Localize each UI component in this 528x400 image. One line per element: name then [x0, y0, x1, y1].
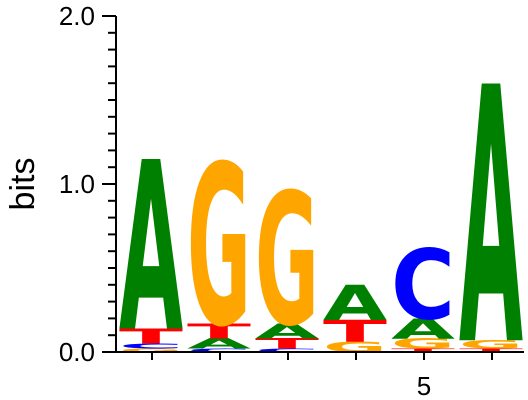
letter-C: C	[187, 348, 251, 353]
y-tick-label: 0.0	[59, 337, 95, 367]
y-tick-label: 1.0	[59, 169, 95, 199]
y-tick-label: 2.0	[59, 1, 95, 31]
letter-A: A	[459, 15, 523, 400]
letter-A: A	[323, 275, 388, 331]
letter-A: A	[255, 320, 319, 344]
letter-A: A	[391, 313, 455, 345]
letter-G: G	[255, 154, 319, 366]
letter-G: G	[459, 338, 523, 351]
letter-G: G	[119, 348, 183, 353]
letter-A: A	[187, 336, 251, 352]
letter-T: T	[323, 314, 388, 349]
letter-G: G	[187, 119, 251, 376]
letter-C: C	[391, 229, 455, 341]
axes: 0.0 1.0 2.0 5	[59, 1, 493, 400]
letter-G: G	[391, 336, 455, 352]
letter-T: T	[119, 325, 183, 349]
letter-C: C	[119, 342, 183, 350]
y-axis-label: bits	[4, 158, 42, 211]
letter-T: T	[255, 336, 319, 352]
letter-A: A	[119, 114, 183, 384]
letter-T: T	[187, 320, 251, 344]
letter-C: C	[255, 348, 319, 353]
letter-T: T	[459, 348, 523, 353]
letter-T: T	[391, 348, 455, 353]
x-tick-label: 5	[417, 371, 431, 400]
